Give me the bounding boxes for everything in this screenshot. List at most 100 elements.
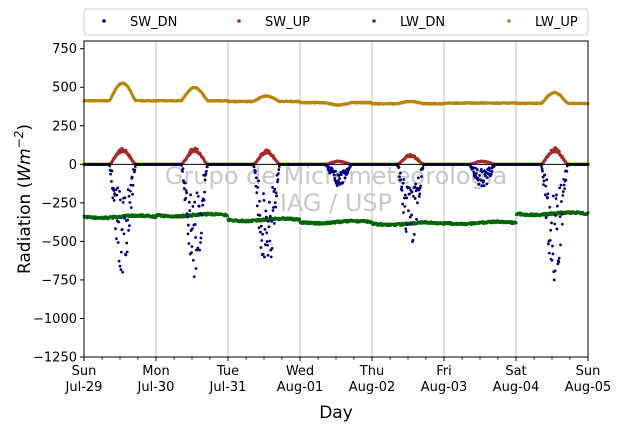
x-tick-label-day: Sun: [576, 364, 601, 379]
swdn-point: [553, 222, 557, 226]
swdn-point: [480, 184, 484, 188]
swdn-point: [130, 175, 134, 179]
swdn-point: [400, 188, 404, 192]
swdn-point: [264, 215, 268, 219]
legend-marker-LW_DN: [372, 19, 376, 23]
plot-frame: [84, 41, 588, 357]
swdn-point: [561, 194, 565, 197]
swdn-point: [542, 179, 546, 183]
swdn-point: [201, 203, 205, 207]
swdn-point: [482, 184, 486, 188]
swdn-point: [115, 237, 118, 241]
swdn-point: [479, 168, 483, 171]
swdn-point: [488, 169, 492, 173]
swdn-point: [274, 191, 278, 195]
swdn-point: [198, 248, 202, 252]
swdn-point: [276, 180, 279, 184]
swdn-point: [131, 183, 135, 187]
y-tick-label: −1000: [33, 312, 77, 327]
x-tick-label-date: Jul-29: [65, 380, 103, 395]
swdn-point: [123, 216, 126, 220]
swdn-point: [263, 243, 267, 246]
swdn-point: [110, 180, 113, 183]
lwdn-point: [226, 214, 230, 218]
swdn-point: [271, 209, 275, 212]
swdn-point: [254, 176, 258, 180]
swdn-point: [270, 219, 274, 223]
swdn-point: [133, 165, 137, 169]
x-axis-label: Day: [319, 403, 353, 423]
legend-label-LW_DN: LW_DN: [400, 15, 445, 30]
swdn-point: [490, 170, 494, 173]
swdn-point: [270, 247, 274, 250]
swdn-point: [182, 187, 186, 190]
swup-point: [195, 147, 199, 151]
swdn-point: [562, 183, 566, 187]
swdn-point: [409, 222, 413, 226]
series-LW_UP: [82, 81, 590, 107]
swdn-point: [118, 189, 121, 193]
swdn-point: [487, 166, 491, 170]
swdn-point: [188, 209, 192, 212]
swdn-point: [114, 227, 117, 231]
swdn-point: [555, 227, 559, 231]
x-tick-label-date: Aug-05: [565, 380, 612, 395]
swdn-point: [547, 251, 551, 255]
y-tick-label: 0: [69, 158, 77, 173]
swdn-point: [551, 244, 554, 248]
swdn-point: [187, 223, 190, 227]
swdn-point: [543, 193, 547, 197]
x-tick-label-day: Wed: [286, 364, 314, 379]
swdn-point: [276, 178, 280, 181]
swdn-point: [397, 165, 401, 169]
swdn-point: [335, 184, 339, 188]
swdn-point: [255, 191, 259, 195]
swdn-point: [114, 188, 118, 192]
swdn-point: [339, 171, 343, 174]
swdn-point: [550, 258, 554, 262]
swdn-point: [263, 227, 267, 231]
x-tick-label-day: Mon: [142, 364, 169, 379]
x-tick-label-day: Sat: [505, 364, 526, 379]
swdn-point: [111, 196, 115, 200]
swdn-point: [543, 173, 547, 177]
swdn-point: [275, 194, 278, 198]
swdn-point: [549, 228, 553, 232]
swdn-point: [407, 209, 410, 213]
swdn-point: [544, 184, 548, 188]
swdn-point: [557, 260, 561, 264]
swdn-point: [404, 230, 408, 233]
swdn-point: [110, 169, 114, 173]
swdn-point: [484, 174, 487, 178]
swdn-point: [184, 196, 188, 200]
swdn-point: [119, 268, 123, 272]
swdn-point: [553, 269, 557, 273]
swup-point: [124, 148, 128, 152]
swdn-point: [421, 166, 425, 170]
swdn-point: [332, 173, 336, 177]
swdn-point: [338, 177, 341, 180]
swdn-point: [112, 198, 116, 202]
swdn-point: [485, 176, 489, 180]
swdn-point: [265, 240, 269, 243]
swdn-point: [205, 165, 209, 169]
y-axis-label: Radiation (Wm−2): [12, 124, 35, 274]
swdn-point: [124, 253, 128, 257]
swdn-point: [108, 164, 112, 168]
swdn-point: [398, 175, 401, 179]
swdn-point: [559, 183, 563, 187]
swdn-point: [546, 192, 550, 196]
swdn-point: [327, 166, 331, 169]
swdn-point: [119, 198, 122, 202]
swdn-point: [416, 201, 419, 205]
swdn-point: [133, 168, 137, 172]
legend-label-SW_UP: SW_UP: [265, 15, 310, 30]
swdn-point: [401, 202, 404, 206]
swup-point: [557, 149, 561, 153]
swdn-point: [411, 238, 415, 242]
swdn-point: [186, 215, 189, 219]
swdn-point: [196, 246, 200, 250]
swdn-point: [478, 174, 481, 177]
